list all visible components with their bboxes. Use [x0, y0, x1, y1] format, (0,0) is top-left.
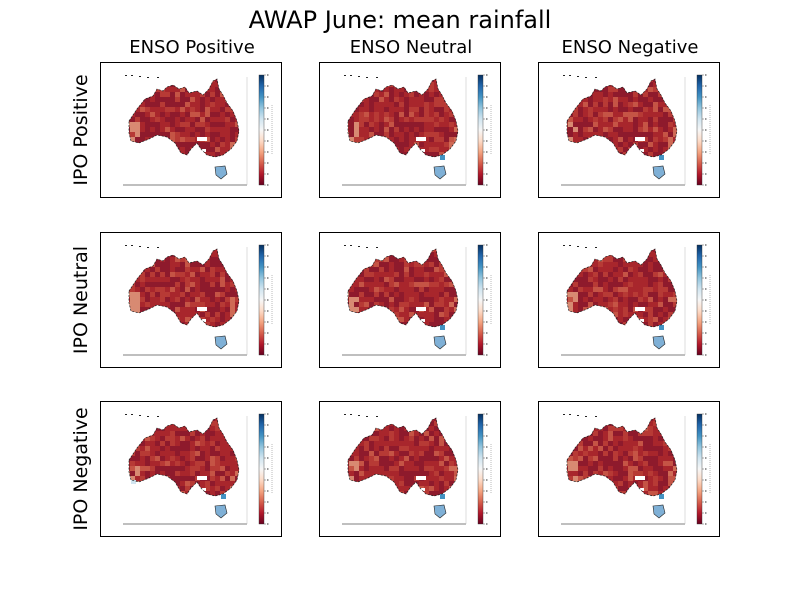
column-label-enso-neutral: ENSO Neutral [349, 37, 473, 58]
colorbar [696, 244, 703, 356]
map-panel [319, 401, 501, 537]
row-label-ipo-negative: IPO Negative [70, 407, 92, 531]
map-panel [100, 62, 282, 198]
figure-title: AWAP June: mean rainfall [248, 6, 552, 34]
tasmania [214, 165, 228, 180]
colorbar [477, 413, 484, 525]
colorbar [477, 244, 484, 356]
colorbar [696, 413, 703, 525]
tasmania [214, 504, 228, 519]
tasmania [652, 504, 666, 519]
column-label-enso-positive: ENSO Positive [129, 37, 255, 58]
map-panel [319, 232, 501, 368]
colorbar [258, 74, 265, 186]
colorbar [696, 74, 703, 186]
tasmania [652, 335, 666, 350]
map-panel [319, 62, 501, 198]
colorbar [477, 74, 484, 186]
colorbar [258, 244, 265, 356]
map-panel [538, 232, 720, 368]
tasmania [433, 335, 447, 350]
map-panel [538, 62, 720, 198]
tasmania [652, 165, 666, 180]
column-label-enso-negative: ENSO Negative [561, 37, 699, 58]
tasmania [433, 165, 447, 180]
map-panel [100, 232, 282, 368]
map-panel [100, 401, 282, 537]
tasmania [433, 504, 447, 519]
map-panel [538, 401, 720, 537]
tasmania [214, 335, 228, 350]
colorbar [258, 413, 265, 525]
